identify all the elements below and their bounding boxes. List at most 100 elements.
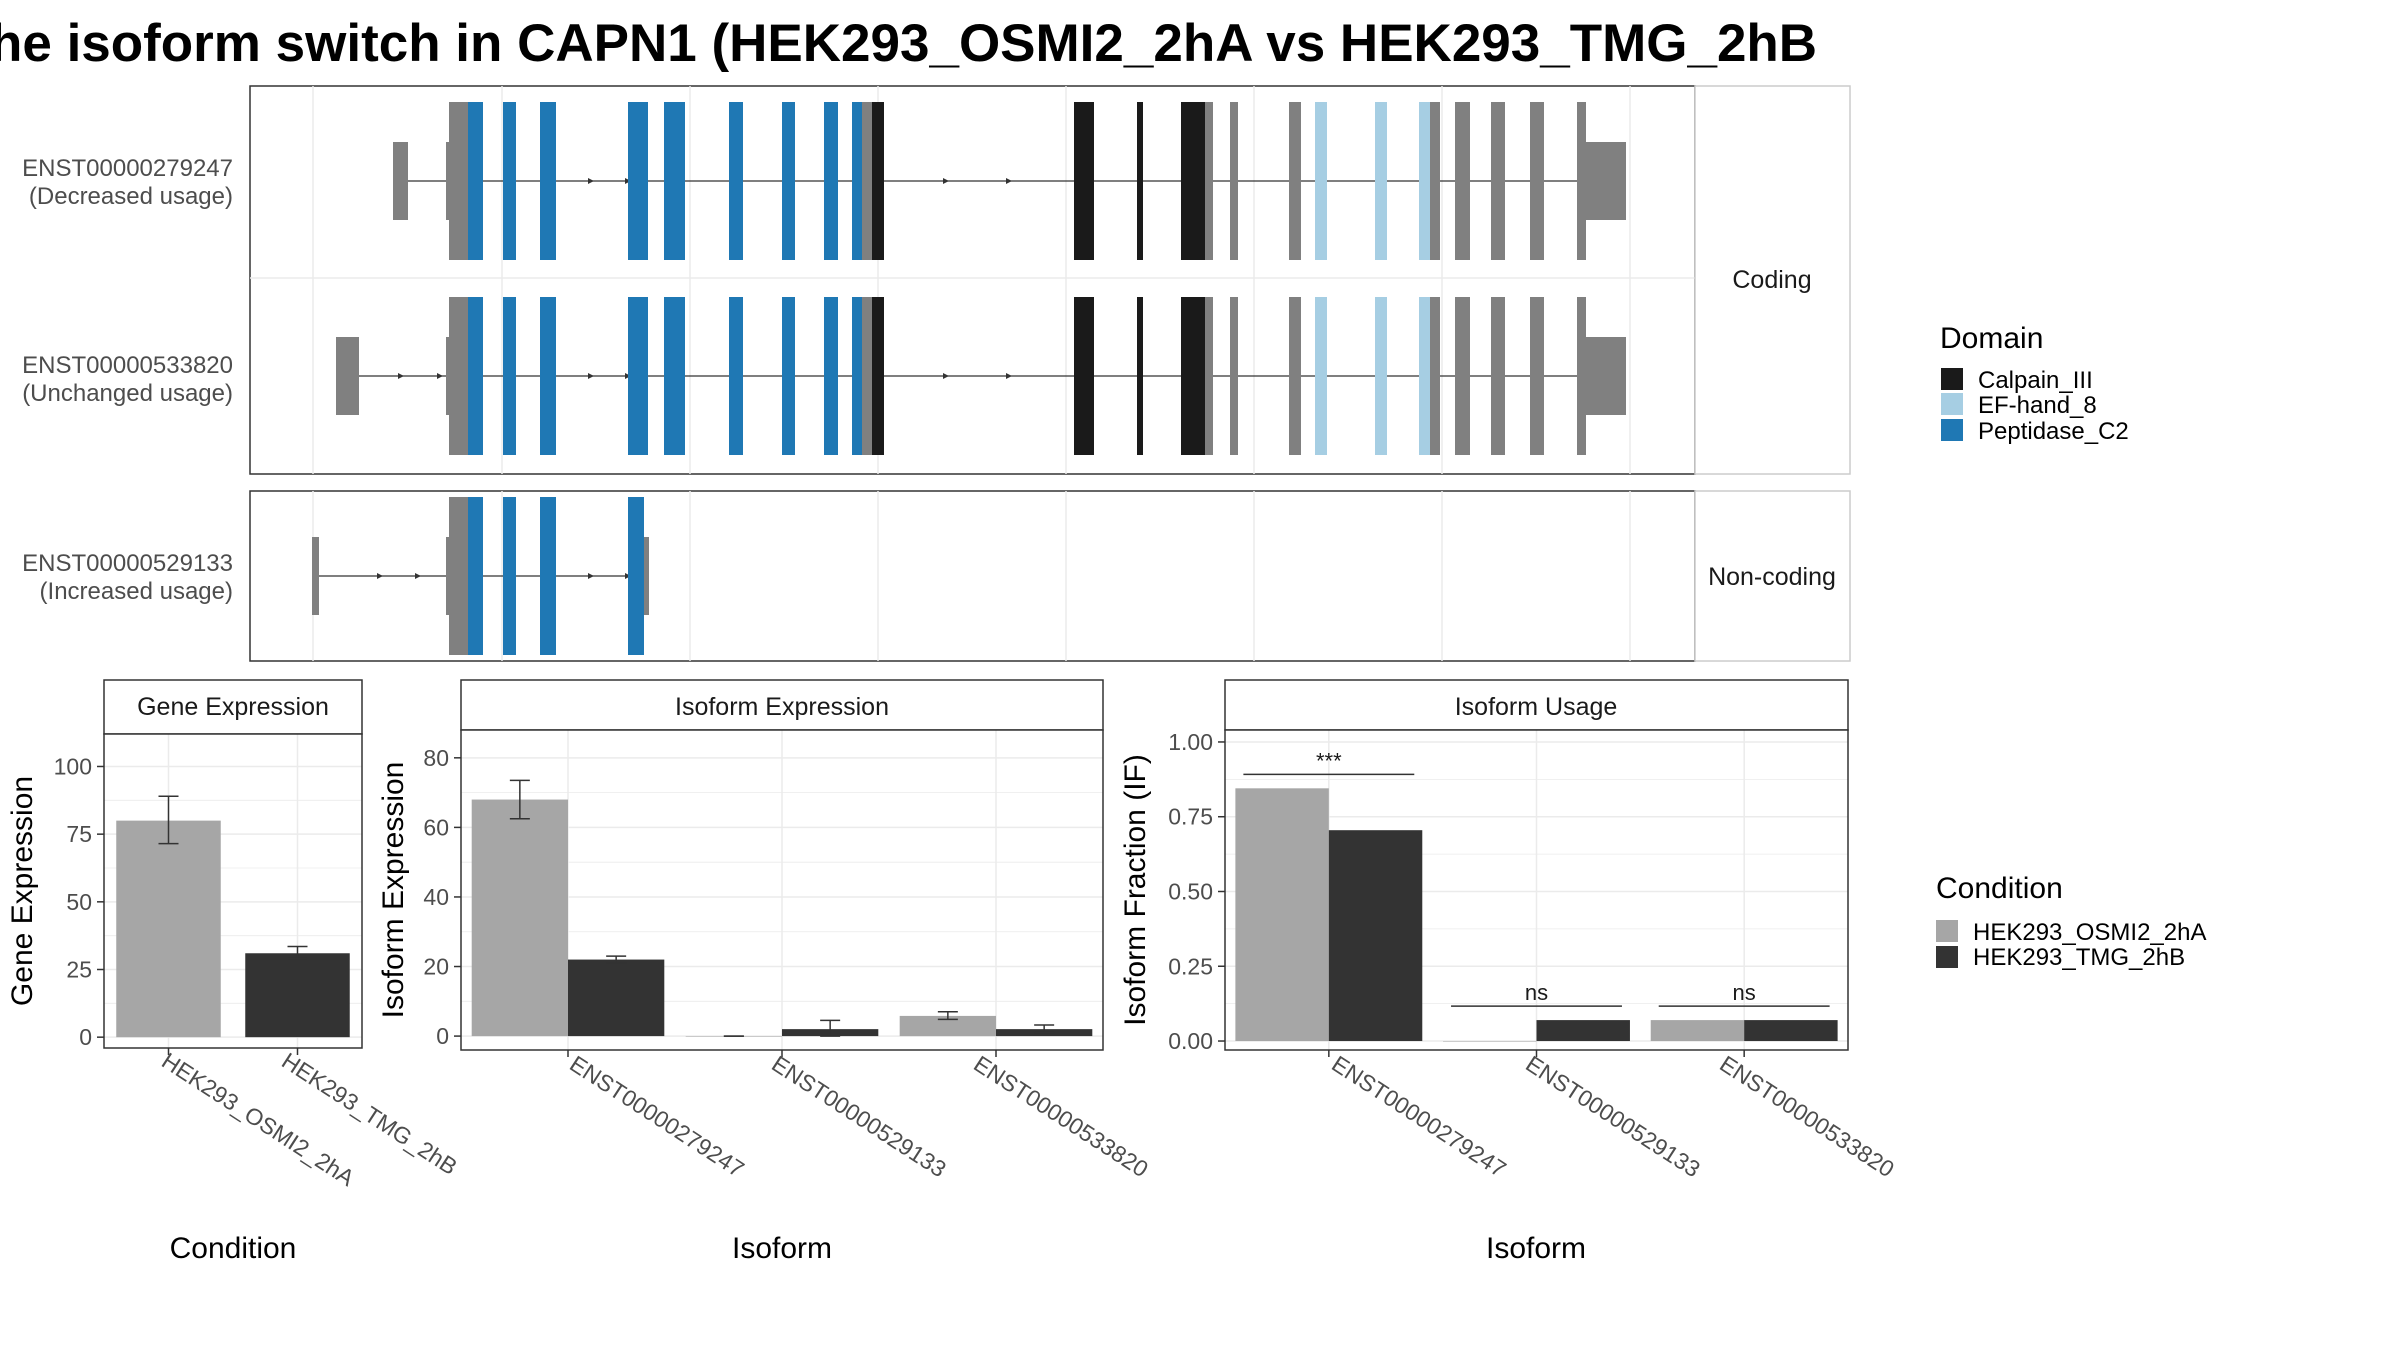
coding-panel: Coding: [249, 85, 1851, 475]
x-tick-label: ENST00000533820: [969, 1050, 1153, 1182]
calpain-iii-domain: [872, 102, 1205, 260]
y-tick-label: 0: [436, 1023, 449, 1049]
error-bar: [820, 1019, 841, 1037]
noncoding-strip: [1694, 490, 1851, 662]
bar-panel-3: Isoform Usage *** ns ns 0.00 0.25 0.50 0.75 1.00…: [1119, 679, 1899, 1265]
transcript-id-label: ENST00000529133: [22, 550, 233, 577]
legend-label: EF-hand_8: [1978, 392, 2097, 419]
x-tick-label: ENST00000533820: [1715, 1050, 1899, 1182]
bar: [471, 799, 568, 1037]
x-tick-label: ENST00000529133: [1521, 1050, 1705, 1182]
y-tick-label: 80: [423, 745, 449, 771]
x-axis-title: Condition: [170, 1232, 297, 1265]
bar: [1744, 1020, 1838, 1042]
y-tick-label: 0: [79, 1024, 92, 1050]
intron-arrow-icon: [398, 373, 1012, 379]
legend-label: HEK293_OSMI2_2hA: [1973, 919, 2206, 946]
ef-hand-8-domain: [1315, 297, 1430, 455]
transcript-labels: ENST00000279247 (Decreased usage) ENST00…: [22, 155, 233, 605]
legend-label: Calpain_III: [1978, 367, 2093, 394]
x-tick-label: ENST00000529133: [767, 1050, 951, 1182]
bar: [1650, 1020, 1745, 1042]
error-bar: [158, 795, 179, 845]
peptidase-c2-domain: [468, 102, 862, 260]
y-tick-label: 0.75: [1168, 804, 1213, 830]
panel-strip: [1224, 679, 1849, 731]
bar: [1536, 1020, 1630, 1042]
transcript-track-2: [336, 297, 1626, 455]
error-bar: [937, 1010, 958, 1021]
exon: [393, 102, 1626, 260]
x-tick-label: HEK293_OSMI2_2hA: [157, 1047, 359, 1191]
y-axis-title: Isoform Expression: [377, 762, 410, 1019]
significance-label: ns: [1733, 980, 1756, 1005]
y-tick-label: 100: [54, 753, 92, 779]
x-axis-title: Isoform: [1486, 1232, 1586, 1265]
legend-label: HEK293_TMG_2hB: [1973, 944, 2185, 971]
domain-legend-title: Domain: [1940, 322, 2043, 355]
peptidase-c2-domain: [468, 497, 644, 655]
condition-legend: Condition HEK293_OSMI2_2hA HEK293_TMG_2h…: [1936, 872, 2206, 971]
calpain-iii-domain: [872, 297, 1205, 455]
exon: [312, 497, 649, 655]
legend-label: Peptidase_C2: [1978, 418, 2129, 445]
bar: [1328, 830, 1423, 1042]
bar: [1443, 1041, 1537, 1042]
error-bar: [606, 955, 627, 964]
panel-border: [103, 733, 363, 1049]
x-tick-label: ENST00000279247: [565, 1050, 749, 1182]
y-tick-label: 0.25: [1168, 953, 1213, 979]
legend-key-peptidase-c2: [1941, 419, 1963, 441]
panel-strip: [460, 679, 1104, 731]
bar: [899, 1015, 996, 1037]
significance-label: ns: [1525, 980, 1548, 1005]
transcript-id-label: ENST00000533820: [22, 352, 233, 379]
y-tick-label: 50: [66, 889, 92, 915]
legend-key-calpain-iii: [1941, 368, 1963, 390]
bar-charts: Gene Expression 0 25 50 75 100 HEK293_OSMI2_2h…: [6, 679, 1899, 1265]
y-tick-label: 25: [66, 957, 92, 983]
bar: [1235, 788, 1329, 1042]
transcript-track-3: [312, 497, 649, 655]
bar: [568, 959, 665, 1037]
transcript-track-1: [393, 102, 1626, 260]
legend-key-condition-b: [1936, 946, 1958, 968]
x-tick-label: ENST00000279247: [1327, 1050, 1511, 1182]
bar-panel-1: Gene Expression 0 25 50 75 100 HEK293_OSMI2_2h…: [6, 679, 462, 1265]
error-bar: [1034, 1024, 1055, 1034]
y-tick-label: 40: [423, 884, 449, 910]
ef-hand-8-domain: [1315, 102, 1430, 260]
peptidase-c2-domain: [468, 297, 862, 455]
y-tick-label: 1.00: [1168, 729, 1213, 755]
figure-title: he isoform switch in CAPN1 (HEK293_OSMI2…: [0, 14, 1818, 73]
legend-key-condition-a: [1936, 920, 1958, 942]
y-tick-label: 20: [423, 954, 449, 980]
coding-strip-label: Coding: [1732, 266, 1811, 294]
coding-strip: [1694, 85, 1851, 475]
error-bar: [509, 779, 530, 820]
exon: [336, 297, 1626, 455]
legend-key-ef-hand-8: [1941, 393, 1963, 415]
noncoding-strip-label: Non-coding: [1708, 563, 1836, 591]
panel-title: Isoform Usage: [1455, 693, 1618, 721]
domain-legend: Domain Calpain_III EF-hand_8 Peptidase_C…: [1940, 322, 2129, 445]
intron-arrow-icon: [588, 178, 1012, 184]
panel-strip: [103, 679, 363, 735]
transcript-id-label: ENST00000279247: [22, 155, 233, 182]
panel-title: Gene Expression: [137, 693, 329, 721]
transcript-usage-label: (Decreased usage): [29, 183, 233, 210]
transcript-usage-label: (Unchanged usage): [22, 380, 233, 407]
error-bar: [287, 945, 308, 960]
panel-title: Isoform Expression: [675, 693, 889, 721]
bar: [245, 953, 350, 1038]
y-tick-label: 75: [66, 821, 92, 847]
y-axis-title: Isoform Fraction (IF): [1119, 754, 1152, 1026]
transcript-usage-label: (Increased usage): [40, 578, 233, 605]
significance-label: ***: [1316, 748, 1342, 773]
condition-legend-title: Condition: [1936, 872, 2063, 905]
y-axis-title: Gene Expression: [6, 776, 39, 1006]
bar-panel-2: Isoform Expression 0 20 40 60 80 ENST000002792…: [377, 679, 1153, 1265]
y-tick-label: 60: [423, 814, 449, 840]
x-axis-title: Isoform: [732, 1232, 832, 1265]
